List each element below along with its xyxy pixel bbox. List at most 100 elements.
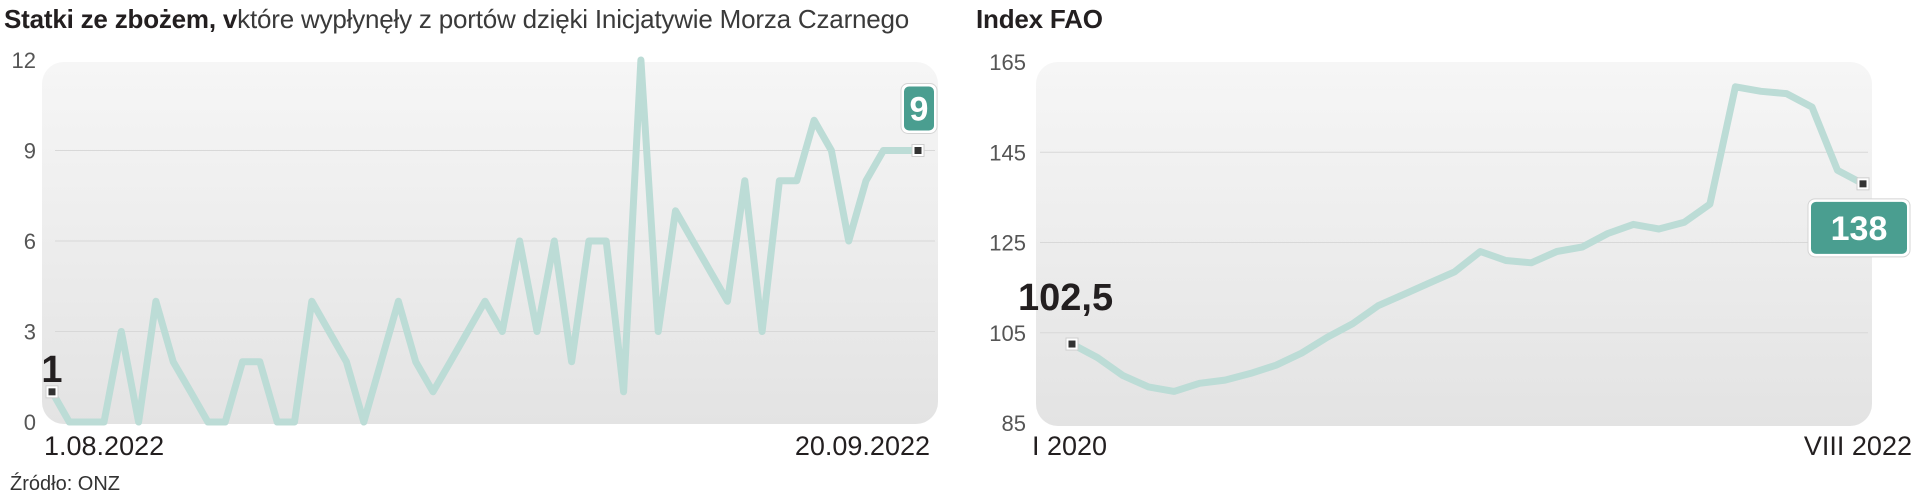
- data-point: [1834, 167, 1841, 174]
- y-tick-label: 6: [24, 229, 36, 254]
- data-point: [187, 388, 194, 395]
- chart-2-fao-index: 85 105 125 145 165 102,5 138 I 2020 VIII 2022: [989, 50, 1912, 461]
- data-point: [1502, 257, 1509, 264]
- x-end-label: 20.09.2022: [795, 431, 930, 461]
- data-point: [256, 358, 263, 365]
- plot-area: [42, 62, 938, 424]
- data-point: [811, 117, 818, 124]
- data-point: [222, 419, 229, 426]
- data-point: [1477, 248, 1484, 255]
- series-line: [48, 56, 922, 426]
- data-point: [741, 177, 748, 184]
- x-start-label: I 2020: [1032, 431, 1107, 461]
- chart-2-title: Index FAO: [976, 2, 1103, 36]
- data-point: [759, 328, 766, 335]
- y-tick-label: 85: [1002, 411, 1026, 436]
- y-tick-label: 105: [989, 321, 1026, 346]
- data-point: [1579, 244, 1586, 251]
- last-value-badge: [1811, 201, 1907, 254]
- data-point: [464, 328, 471, 335]
- data-point: [707, 268, 714, 275]
- first-value-label: 102,5: [1018, 277, 1113, 319]
- y-tick-label: 165: [989, 50, 1026, 75]
- data-point: [845, 238, 852, 245]
- data-point: [828, 147, 835, 154]
- data-point: [897, 147, 904, 154]
- data-point: [533, 328, 540, 335]
- data-point: [482, 298, 489, 305]
- data-point: [1324, 334, 1331, 341]
- data-point: [395, 298, 402, 305]
- data-point: [360, 419, 367, 426]
- data-point: [170, 358, 177, 365]
- data-point: [412, 358, 419, 365]
- data-point: [499, 328, 506, 335]
- data-point: [655, 328, 662, 335]
- data-point: [204, 419, 211, 426]
- data-point: [1681, 219, 1688, 226]
- endpoint-marker-dot: [48, 388, 56, 396]
- data-point: [1094, 354, 1101, 361]
- data-point: [343, 358, 350, 365]
- data-point: [1783, 90, 1790, 97]
- chart-1-ships: 0 3 6 9 12 1 9 1.08.2022 20.09.2022: [12, 48, 938, 461]
- data-point: [1120, 372, 1127, 379]
- chart-1-title-bold: Statki ze zbożem, v: [4, 4, 238, 34]
- data-point: [1808, 104, 1815, 111]
- data-point: [1247, 370, 1254, 377]
- data-point: [1553, 248, 1560, 255]
- data-point: [1426, 280, 1433, 287]
- data-point: [135, 419, 142, 426]
- data-point: [274, 419, 281, 426]
- data-point: [568, 358, 575, 365]
- last-value-label: 138: [1831, 210, 1888, 248]
- data-point: [308, 298, 315, 305]
- data-point: [1706, 201, 1713, 208]
- data-point: [447, 358, 454, 365]
- data-point: [378, 358, 385, 365]
- data-point: [1375, 302, 1382, 309]
- data-point: [100, 419, 107, 426]
- data-point: [1222, 377, 1229, 384]
- x-end-label: VIII 2022: [1804, 431, 1912, 461]
- data-point: [637, 57, 644, 64]
- data-point: [66, 419, 73, 426]
- data-point: [1171, 388, 1178, 395]
- data-point: [1757, 88, 1764, 95]
- endpoint-marker-dot: [914, 147, 922, 154]
- plot-area: [1036, 62, 1872, 426]
- endpoint-marker-dot: [1068, 340, 1076, 348]
- data-point: [1630, 221, 1637, 228]
- data-point: [326, 328, 333, 335]
- data-point: [1298, 350, 1305, 357]
- chart-2-title-bold: Index FAO: [976, 4, 1103, 34]
- data-point: [551, 238, 558, 245]
- data-point: [1655, 225, 1662, 232]
- endpoint-marker-dot: [1859, 180, 1867, 188]
- first-value-label: 1: [41, 349, 62, 391]
- y-tick-label: 3: [24, 320, 36, 345]
- data-point: [118, 328, 125, 335]
- data-point: [620, 388, 627, 395]
- data-point: [83, 419, 90, 426]
- chart-1-title-light: które wypłynęły z portów dzięki Inicjaty…: [237, 4, 910, 34]
- data-point: [793, 177, 800, 184]
- data-point: [1145, 383, 1152, 390]
- data-point: [430, 388, 437, 395]
- data-point: [1349, 320, 1356, 327]
- data-point: [585, 238, 592, 245]
- data-point: [863, 177, 870, 184]
- data-point: [152, 298, 159, 305]
- x-start-label: 1.08.2022: [44, 431, 164, 461]
- data-point: [291, 419, 298, 426]
- data-point: [603, 238, 610, 245]
- data-point: [1451, 268, 1458, 275]
- data-point: [776, 177, 783, 184]
- chart-1-title: Statki ze zbożem, vktóre wypłynęły z por…: [4, 2, 909, 36]
- y-tick-label: 12: [12, 48, 36, 73]
- y-tick-label: 125: [989, 231, 1026, 256]
- last-value-label: 9: [910, 91, 929, 129]
- data-point: [672, 207, 679, 214]
- series-line: [1068, 83, 1867, 395]
- data-point: [1400, 291, 1407, 298]
